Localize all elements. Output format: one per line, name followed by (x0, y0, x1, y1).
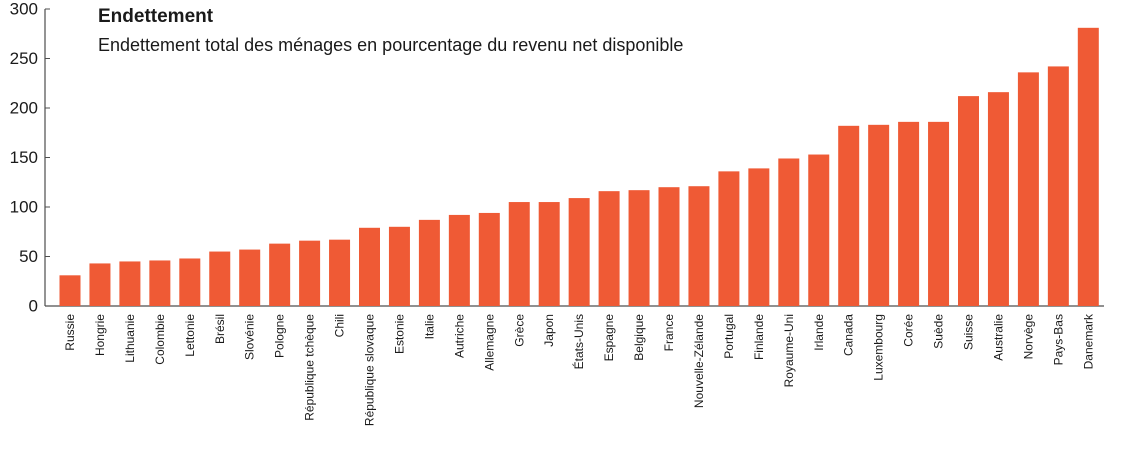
y-tick-label: 50 (19, 247, 38, 266)
category-label: Royaume-Uni (782, 314, 796, 387)
category-label: Portugal (722, 314, 736, 359)
category-label: Lithuanie (123, 314, 137, 363)
bar (718, 171, 740, 306)
bar (448, 214, 470, 306)
bar (1077, 27, 1099, 307)
category-label: Chili (333, 314, 347, 337)
y-axis-ticks: 0 50 100 150 200 250 300 (10, 0, 50, 316)
bar (59, 275, 81, 306)
category-label: Japon (542, 314, 556, 347)
title-block: Endettement Endettement total des ménage… (98, 5, 683, 57)
bar (658, 187, 680, 306)
category-label: Belgique (632, 314, 646, 361)
bar (239, 249, 261, 306)
bar (359, 227, 380, 306)
category-label: France (662, 314, 676, 352)
category-label: Brésil (213, 314, 227, 344)
bars (59, 27, 1099, 307)
y-tick-label: 200 (10, 99, 38, 118)
bar (808, 154, 830, 306)
category-label: Suisse (962, 314, 976, 350)
category-label: Allemagne (482, 314, 496, 371)
category-label: Corée (902, 314, 916, 347)
bar (269, 243, 291, 306)
bar (179, 258, 201, 306)
bar (418, 219, 440, 306)
bar (329, 239, 351, 306)
bar (478, 212, 500, 306)
bar (508, 202, 530, 306)
category-label: Russie (63, 314, 77, 351)
category-label: États-Unis (571, 314, 586, 369)
bar (89, 263, 111, 306)
bar (778, 158, 800, 306)
category-label: Lettonie (183, 314, 197, 357)
bar (688, 186, 710, 306)
chart-title: Endettement (98, 6, 214, 27)
category-label: République slovaque (363, 314, 377, 426)
bar (1047, 66, 1069, 306)
bar (299, 240, 321, 306)
bar (838, 125, 860, 306)
category-label: Pays-Bas (1051, 314, 1065, 365)
bar (538, 202, 560, 306)
bar (149, 260, 171, 306)
category-label: Colombie (153, 314, 167, 365)
category-label: Grèce (512, 314, 526, 347)
bar (748, 168, 770, 306)
bar (898, 121, 920, 306)
y-tick-label: 150 (10, 148, 38, 167)
category-label: Australie (991, 314, 1005, 361)
bar (568, 198, 590, 306)
category-label: Irlande (812, 314, 826, 351)
bar (209, 251, 231, 306)
bar (119, 261, 141, 306)
category-labels: Russie Hongrie Lithuanie Colombie Lettonie Br… (63, 313, 1095, 426)
category-label: Hongrie (93, 314, 107, 356)
category-label: Canada (842, 314, 856, 356)
bar (928, 121, 950, 306)
category-label: Estonie (392, 314, 406, 354)
category-label: Italie (422, 314, 436, 340)
category-label: République tchèque (303, 314, 317, 421)
chart-subtitle: Endettement total des ménages en pourcen… (98, 35, 684, 55)
category-label: Pologne (273, 314, 287, 358)
bar (868, 124, 890, 306)
category-label: Nouvelle-Zélande (692, 314, 706, 408)
y-tick-label: 0 (29, 297, 38, 316)
category-label: Slovénie (243, 314, 257, 360)
category-label: Espagne (602, 314, 616, 362)
bar (987, 92, 1009, 306)
category-label: Suède (932, 314, 946, 349)
bar (1017, 72, 1039, 306)
category-label: Norvège (1021, 314, 1035, 360)
y-tick-label: 250 (10, 49, 38, 68)
category-label: Autriche (452, 314, 466, 358)
bar (388, 226, 410, 306)
bar (628, 190, 650, 306)
y-tick-label: 100 (10, 198, 38, 217)
category-label: Finlande (752, 314, 766, 360)
category-label: Danemark (1081, 313, 1095, 369)
y-tick-label: 300 (10, 0, 38, 19)
bar (958, 96, 979, 307)
bar (598, 191, 620, 306)
category-label: Luxembourg (872, 314, 886, 381)
